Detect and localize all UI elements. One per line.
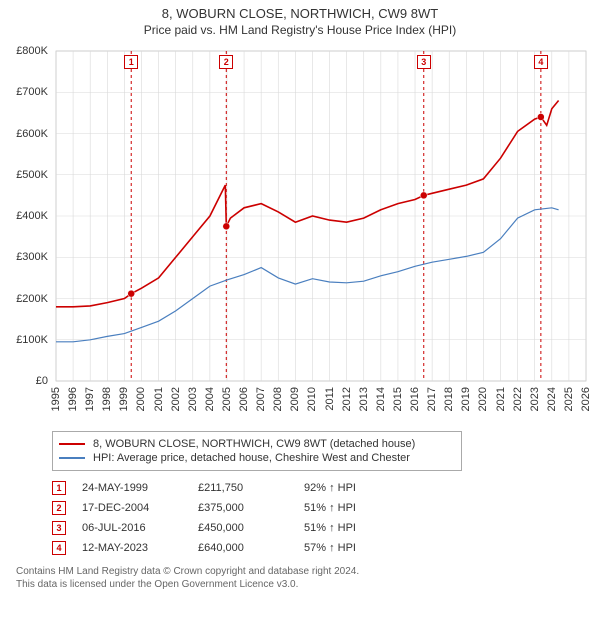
x-tick-label: 2017 <box>426 387 438 411</box>
x-tick-label: 2007 <box>255 387 267 411</box>
event-pct: 92% ↑ HPI <box>304 482 414 494</box>
event-row: 2 17-DEC-2004 £375,000 51% ↑ HPI <box>52 501 592 515</box>
event-date: 12-MAY-2023 <box>82 542 182 554</box>
x-tick-label: 1999 <box>118 387 130 411</box>
event-marker: 2 <box>52 501 66 515</box>
x-tick-label: 2005 <box>221 387 233 411</box>
y-tick-label: £600K <box>8 128 48 140</box>
x-tick-label: 2003 <box>187 387 199 411</box>
x-tick-label: 2024 <box>546 387 558 411</box>
page-subtitle: Price paid vs. HM Land Registry's House … <box>8 23 592 37</box>
x-tick-label: 2001 <box>153 387 165 411</box>
y-tick-label: £200K <box>8 293 48 305</box>
event-price: £640,000 <box>198 542 288 554</box>
y-tick-label: £0 <box>8 375 48 387</box>
event-price: £375,000 <box>198 502 288 514</box>
x-tick-label: 2023 <box>529 387 541 411</box>
x-tick-label: 2000 <box>135 387 147 411</box>
event-pct: 51% ↑ HPI <box>304 522 414 534</box>
footer-line1: Contains HM Land Registry data © Crown c… <box>16 565 592 578</box>
legend-label: HPI: Average price, detached house, Ches… <box>93 452 410 464</box>
event-marker: 1 <box>52 481 66 495</box>
x-tick-label: 2002 <box>170 387 182 411</box>
legend-swatch <box>59 443 85 445</box>
x-tick-label: 2009 <box>289 387 301 411</box>
x-tick-label: 2004 <box>204 387 216 411</box>
marker-box: 3 <box>417 55 431 69</box>
event-marker: 3 <box>52 521 66 535</box>
y-tick-label: £500K <box>8 169 48 181</box>
event-row: 3 06-JUL-2016 £450,000 51% ↑ HPI <box>52 521 592 535</box>
footer: Contains HM Land Registry data © Crown c… <box>16 565 592 591</box>
chart-svg <box>8 43 592 423</box>
legend: 8, WOBURN CLOSE, NORTHWICH, CW9 8WT (det… <box>52 431 462 471</box>
x-tick-label: 2010 <box>306 387 318 411</box>
x-tick-label: 2026 <box>580 387 592 411</box>
event-pct: 57% ↑ HPI <box>304 542 414 554</box>
marker-box: 4 <box>534 55 548 69</box>
event-marker: 4 <box>52 541 66 555</box>
y-tick-label: £700K <box>8 86 48 98</box>
page-title: 8, WOBURN CLOSE, NORTHWICH, CW9 8WT <box>8 6 592 21</box>
x-tick-label: 2011 <box>324 387 336 411</box>
x-tick-label: 1995 <box>50 387 62 411</box>
y-tick-label: £100K <box>8 334 48 346</box>
x-tick-label: 1998 <box>101 387 113 411</box>
chart-container: £0 £100K £200K £300K £400K £500K £600K £700K £80… <box>8 43 592 423</box>
event-price: £450,000 <box>198 522 288 534</box>
x-tick-label: 2020 <box>477 387 489 411</box>
x-tick-label: 1997 <box>84 387 96 411</box>
marker-box: 2 <box>219 55 233 69</box>
x-tick-label: 2012 <box>341 387 353 411</box>
x-tick-label: 2015 <box>392 387 404 411</box>
x-tick-label: 2006 <box>238 387 250 411</box>
footer-line2: This data is licensed under the Open Gov… <box>16 578 592 591</box>
x-tick-label: 2013 <box>358 387 370 411</box>
event-row: 1 24-MAY-1999 £211,750 92% ↑ HPI <box>52 481 592 495</box>
x-tick-label: 2008 <box>272 387 284 411</box>
events-table: 1 24-MAY-1999 £211,750 92% ↑ HPI 2 17-DEC-200… <box>52 481 592 555</box>
y-tick-label: £300K <box>8 251 48 263</box>
event-date: 06-JUL-2016 <box>82 522 182 534</box>
x-tick-label: 2021 <box>495 387 507 411</box>
event-date: 24-MAY-1999 <box>82 482 182 494</box>
event-pct: 51% ↑ HPI <box>304 502 414 514</box>
event-row: 4 12-MAY-2023 £640,000 57% ↑ HPI <box>52 541 592 555</box>
event-price: £211,750 <box>198 482 288 494</box>
x-tick-label: 2018 <box>443 387 455 411</box>
legend-row: HPI: Average price, detached house, Ches… <box>59 452 455 464</box>
y-tick-label: £800K <box>8 45 48 57</box>
legend-row: 8, WOBURN CLOSE, NORTHWICH, CW9 8WT (det… <box>59 438 455 450</box>
x-tick-label: 2019 <box>460 387 472 411</box>
event-date: 17-DEC-2004 <box>82 502 182 514</box>
legend-swatch <box>59 457 85 459</box>
legend-label: 8, WOBURN CLOSE, NORTHWICH, CW9 8WT (det… <box>93 438 415 450</box>
x-tick-label: 2014 <box>375 387 387 411</box>
marker-box: 1 <box>124 55 138 69</box>
x-tick-label: 2016 <box>409 387 421 411</box>
y-tick-label: £400K <box>8 210 48 222</box>
x-tick-label: 2022 <box>512 387 524 411</box>
x-tick-label: 1996 <box>67 387 79 411</box>
x-tick-label: 2025 <box>563 387 575 411</box>
